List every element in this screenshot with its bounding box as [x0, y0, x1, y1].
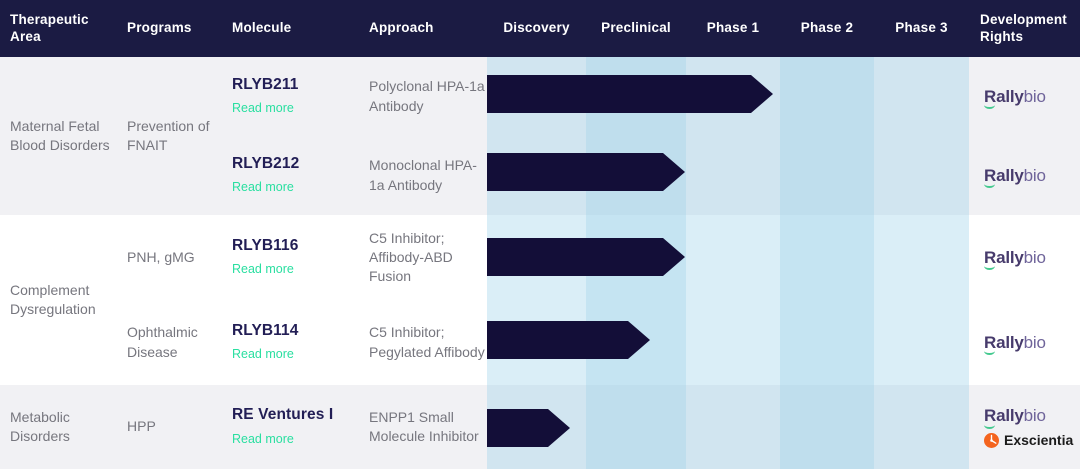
pipeline-arrow-rlyb116: [487, 238, 685, 276]
molecule-name: RLYB212: [232, 154, 300, 172]
molecule-name: RLYB114: [232, 321, 299, 339]
program-ophthalmic-disease: Ophthalmic Disease: [127, 324, 198, 360]
read-more-link[interactable]: Read more: [232, 180, 294, 195]
rallybio-logo-bold: Rally: [984, 332, 1024, 352]
column-header-phase-3: Phase 3: [895, 20, 948, 36]
molecule-name: RE Ventures I: [232, 406, 334, 424]
pipeline-arrow-rlyb212: [487, 153, 685, 191]
approach-enpp1: ENPP1 Small Molecule Inhibitor: [369, 408, 479, 444]
read-more-link[interactable]: Read more: [232, 431, 294, 446]
exscientia-logo-text: Exscientia: [1004, 432, 1074, 449]
column-header-development-rights: Development Rights: [980, 11, 1067, 44]
program-pnh-gmg: PNH, gMG: [127, 248, 195, 265]
rallybio-logo-bold: Rally: [984, 247, 1024, 267]
rallybio-logo: Rallybio: [984, 332, 1046, 356]
rallybio-logo-light: bio: [1023, 86, 1046, 106]
therapeutic-area-maternal-fetal: Maternal Fetal Blood Disorders: [10, 117, 110, 153]
read-more-link[interactable]: Read more: [232, 262, 294, 277]
exscientia-icon: [984, 432, 999, 448]
pipeline-arrow-rlyb114: [487, 321, 650, 359]
rallybio-arc-icon: [984, 347, 995, 356]
molecule-cell-rlyb116: RLYB116 Read more: [232, 215, 358, 300]
column-header-approach: Approach: [369, 20, 434, 36]
column-header-preclinical: Preclinical: [601, 20, 671, 36]
rights-cell-rlyb211: Rallybio: [984, 57, 1078, 136]
rights-cell-re-ventures-i: Rallybio Exscientia: [984, 385, 1078, 469]
molecule-cell-rlyb212: RLYB212 Read more: [232, 136, 358, 215]
molecule-name: RLYB211: [232, 75, 299, 93]
pipeline-arrow-rlyb211: [487, 75, 773, 113]
molecule-cell-rlyb114: RLYB114 Read more: [232, 300, 358, 385]
column-header-phase-2: Phase 2: [800, 20, 854, 36]
molecule-cell-re-ventures-i: RE Ventures I Read more: [232, 385, 358, 469]
stage-column-phase-1: [686, 57, 780, 469]
therapeutic-area-metabolic: Metabolic Disorders: [10, 408, 70, 444]
rallybio-logo-bold: Rally: [984, 165, 1024, 185]
rallybio-arc-icon: [984, 421, 995, 429]
rallybio-arc-icon: [984, 101, 995, 110]
rallybio-logo: Rallybio: [984, 247, 1046, 271]
program-prevention-of-fnait: Prevention of FNAIT: [127, 117, 210, 153]
column-header-molecule: Molecule: [232, 20, 292, 36]
rallybio-logo-bold: Rally: [984, 406, 1024, 426]
rallybio-arc-icon: [984, 180, 995, 189]
rallybio-logo: Rallybio: [984, 86, 1046, 110]
rallybio-logo: Rallybio: [984, 165, 1046, 189]
rallybio-logo-light: bio: [1023, 247, 1046, 267]
exscientia-logo: Exscientia: [984, 432, 1074, 449]
rallybio-logo-light: bio: [1023, 406, 1046, 426]
approach-polyclonal-hpa1a: Polyclonal HPA-1a Antibody: [369, 78, 485, 114]
molecule-cell-rlyb211: RLYB211 Read more: [232, 57, 358, 136]
rallybio-logo-bold: Rally: [984, 86, 1024, 106]
approach-c5-affibody-abd: C5 Inhibitor; Affibody-ABD Fusion: [369, 229, 453, 285]
column-header-phase-1: Phase 1: [706, 20, 760, 36]
stage-column-phase-3: [874, 57, 969, 469]
rallybio-logo-light: bio: [1023, 165, 1046, 185]
molecule-name: RLYB116: [232, 236, 299, 254]
table-header: Therapeutic Area Programs Molecule Appro…: [0, 0, 1080, 57]
column-header-programs: Programs: [127, 20, 192, 36]
rights-cell-rlyb114: Rallybio: [984, 300, 1078, 385]
therapeutic-area-complement: Complement Dysregulation: [10, 281, 96, 317]
program-hpp: HPP: [127, 418, 156, 435]
rights-cell-rlyb116: Rallybio: [984, 215, 1078, 300]
read-more-link[interactable]: Read more: [232, 347, 294, 362]
rights-cell-rlyb212: Rallybio: [984, 136, 1078, 215]
rallybio-logo-light: bio: [1023, 332, 1046, 352]
approach-c5-pegylated: C5 Inhibitor; Pegylated Affibody: [369, 324, 485, 360]
rallybio-logo: Rallybio: [984, 406, 1046, 429]
rallybio-arc-icon: [984, 262, 995, 271]
column-header-therapeutic-area: Therapeutic Area: [10, 11, 89, 44]
stage-column-phase-2: [780, 57, 874, 469]
column-header-discovery: Discovery: [503, 20, 570, 36]
read-more-link[interactable]: Read more: [232, 101, 294, 116]
approach-monoclonal-hpa1a: Monoclonal HPA-1a Antibody: [369, 157, 477, 193]
